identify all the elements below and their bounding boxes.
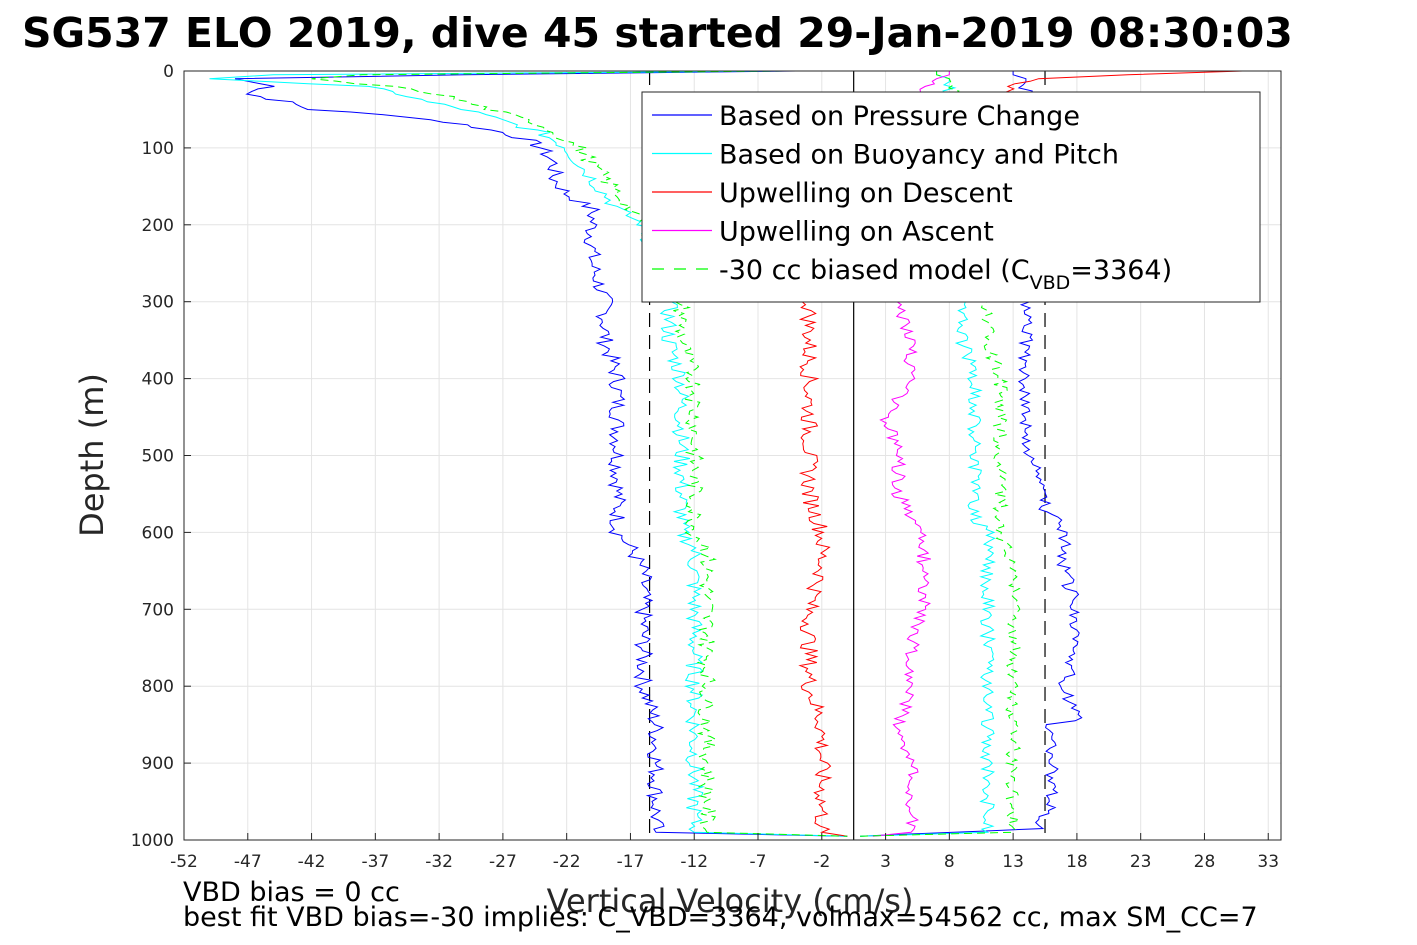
y-tick-label: 0 — [163, 62, 174, 82]
series-line — [311, 70, 848, 837]
y-tick-label: 500 — [142, 447, 174, 467]
legend: Based on Pressure Change Based on Buoyanc… — [641, 91, 1261, 303]
legend-entry: Upwelling on Ascent — [719, 217, 994, 248]
y-tick-label: 600 — [142, 523, 174, 543]
x-tick-label: -17 — [617, 852, 645, 872]
series-line — [234, 70, 848, 837]
legend-box — [641, 91, 1261, 303]
y-axis-label: Depth (m) — [73, 373, 111, 537]
best-fit-note: best fit VBD bias=-30 implies: C_VBD=336… — [183, 902, 1258, 933]
x-axis-label: Vertical Velocity (cm/s) — [547, 882, 914, 920]
x-tick-label: 23 — [1130, 852, 1152, 872]
y-tick-label: 400 — [142, 370, 174, 390]
y-tick-label: 200 — [142, 216, 174, 236]
x-tick-label: 33 — [1257, 852, 1279, 872]
chart-title: SG537 ELO 2019, dive 45 started 29-Jan-2… — [22, 9, 1293, 57]
y-tick-label: 100 — [142, 139, 174, 159]
x-tick-label: -12 — [680, 852, 708, 872]
x-tick-label: -37 — [361, 852, 389, 872]
x-tick-label: -47 — [234, 852, 262, 872]
y-tick-label: 300 — [142, 293, 174, 313]
legend-entry: Upwelling on Descent — [719, 178, 1013, 209]
y-tick-label: 1000 — [131, 831, 174, 851]
x-tick-label: -32 — [425, 852, 453, 872]
x-tick-label: -52 — [170, 852, 198, 872]
x-tick-label: 8 — [944, 852, 955, 872]
x-tick-label: 3 — [880, 852, 891, 872]
x-tick-label: -27 — [489, 852, 517, 872]
series-line — [209, 70, 848, 837]
x-tick-label: -2 — [813, 852, 830, 872]
vbd-bias-note: VBD bias = 0 cc — [183, 877, 400, 908]
y-tick-label: 800 — [142, 677, 174, 697]
x-axis-ticks: -52 -47 -42 -37 -32 -27 -22 -17 -12 -7 -2 3 8 13 18 23 2… — [170, 833, 1279, 872]
x-tick-label: -7 — [750, 852, 767, 872]
y-tick-label: 900 — [142, 754, 174, 774]
x-tick-label: -42 — [298, 852, 326, 872]
x-tick-label: 13 — [1002, 852, 1024, 872]
y-tick-label: 700 — [142, 600, 174, 620]
x-tick-label: -22 — [553, 852, 581, 872]
y-axis-ticks: 0 100 200 300 400 500 600 700 800 900 1000 — [131, 62, 191, 851]
legend-entry: Based on Pressure Change — [719, 101, 1080, 132]
x-tick-label: 28 — [1194, 852, 1216, 872]
legend-entry: Based on Buoyancy and Pitch — [719, 140, 1119, 171]
x-tick-label: 18 — [1066, 852, 1088, 872]
legend-entry: -30 cc biased model (CVBD=3364) — [719, 255, 1172, 294]
